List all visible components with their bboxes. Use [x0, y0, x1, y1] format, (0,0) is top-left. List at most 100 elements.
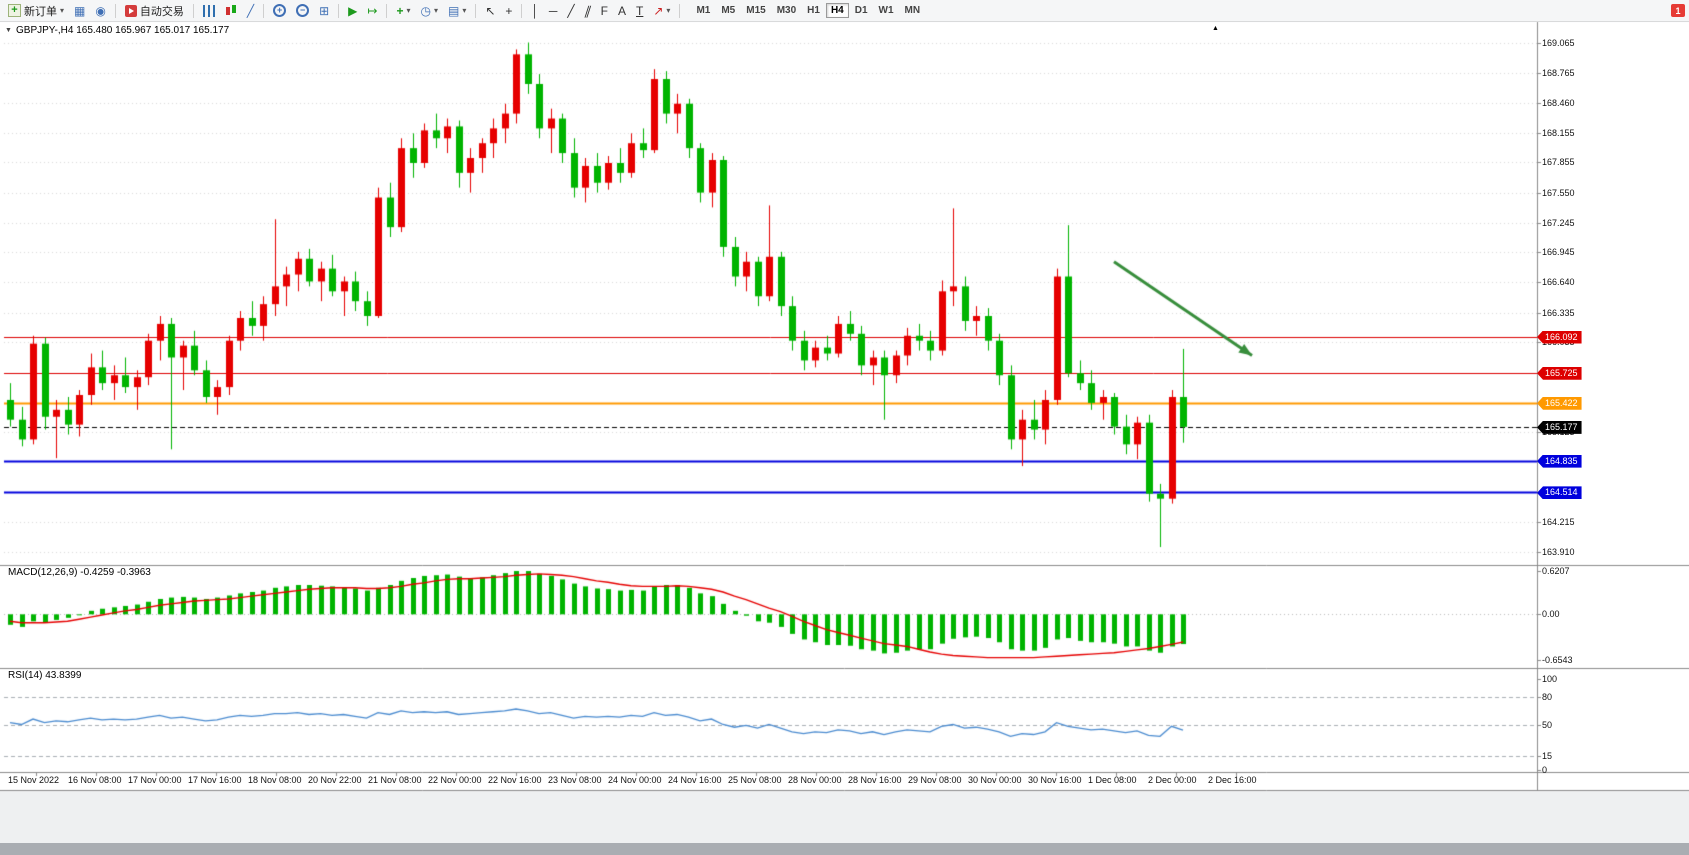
timeframe-button-d1[interactable]: D1: [850, 3, 873, 18]
rsi-axis-label: 50: [1542, 719, 1553, 730]
price-axis-label: 167.245: [1542, 217, 1575, 228]
zoom-out-button[interactable]: −: [292, 2, 313, 20]
line-chart-icon: ╱: [246, 3, 255, 18]
price-axis-label: 168.460: [1542, 97, 1575, 108]
trendline-button[interactable]: ╱: [563, 2, 578, 20]
profiles-icon: ▦: [74, 3, 86, 18]
rsi-indicator-label: RSI(14) 43.8399: [8, 670, 82, 681]
price-axis-label: 166.640: [1542, 277, 1575, 288]
auto-scroll-icon: ▶: [348, 3, 358, 18]
price-level-badge: 164.835: [1537, 454, 1582, 468]
channel-icon: ∥: [582, 3, 593, 18]
chart-shift-marker-icon: ▲: [1212, 25, 1219, 32]
time-axis-label: 24 Nov 16:00: [668, 775, 722, 785]
time-axis-label: 22 Nov 00:00: [428, 775, 482, 785]
new-order-button[interactable]: + 新订单 ▾: [4, 2, 68, 20]
chevron-down-icon: ▾: [406, 5, 411, 15]
price-axis-label: 166.945: [1542, 247, 1575, 258]
clock-icon: ◷: [420, 3, 431, 18]
time-axis-label: 15 Nov 2022: [8, 775, 60, 785]
chart-shift-button[interactable]: ↦: [363, 2, 381, 20]
timeframe-button-w1[interactable]: W1: [874, 3, 899, 18]
cursor-icon: ↖: [485, 3, 496, 18]
time-axis-label: 28 Nov 00:00: [788, 775, 842, 785]
line-chart-button[interactable]: ╱: [243, 2, 258, 20]
time-axis-label: 16 Nov 08:00: [68, 775, 122, 785]
price-axis-label: 163.910: [1542, 547, 1575, 557]
new-order-icon: +: [8, 4, 21, 17]
auto-trading-icon: [124, 4, 137, 17]
price-axis-label: 167.855: [1542, 157, 1575, 168]
text-button[interactable]: A: [614, 2, 630, 20]
indicators-button[interactable]: + ▾: [392, 2, 414, 20]
timeframe-button-m1[interactable]: M1: [691, 3, 715, 18]
time-axis-label: 30 Nov 00:00: [968, 775, 1022, 785]
timeframe-button-h1[interactable]: H1: [802, 3, 825, 18]
timeframe-button-m5[interactable]: M5: [716, 3, 740, 18]
toolbar-separator: [114, 3, 116, 18]
timeframe-button-m30[interactable]: M30: [772, 3, 801, 18]
text-icon: A: [618, 3, 627, 18]
periods-button[interactable]: ◷ ▾: [416, 2, 442, 20]
price-level-badge: 165.725: [1537, 366, 1582, 380]
chart-title: GBPJPY-,H4 165.480 165.967 165.017 165.1…: [16, 25, 230, 36]
timeframe-button-m15[interactable]: M15: [741, 3, 770, 18]
time-axis-label: 2 Dec 16:00: [1208, 775, 1257, 785]
toolbar-separator: [521, 3, 523, 18]
timeframe-button-h4[interactable]: H4: [825, 3, 849, 18]
zoom-in-icon: +: [273, 4, 287, 17]
time-axis-label: 25 Nov 08:00: [728, 775, 782, 785]
price-axis-label: 168.155: [1542, 127, 1575, 138]
current-price-badge: 165.177: [1537, 420, 1582, 434]
crosshair-button[interactable]: +: [501, 2, 516, 20]
horizontal-line-icon: ─: [548, 3, 558, 18]
template-icon: ▤: [447, 3, 460, 18]
macd-axis-label: 0.6207: [1542, 566, 1570, 576]
tile-windows-icon: ⊞: [319, 3, 330, 18]
horizontal-line-button[interactable]: ─: [545, 2, 562, 20]
alerts-button[interactable]: ◉: [91, 2, 109, 20]
trendline-icon: ╱: [567, 3, 575, 18]
bar-chart-icon: [202, 4, 215, 17]
time-axis-label: 28 Nov 16:00: [848, 775, 902, 785]
bar-chart-button[interactable]: [199, 2, 219, 20]
channel-button[interactable]: ∥: [581, 2, 595, 20]
zoom-in-button[interactable]: +: [269, 2, 290, 20]
time-axis-label: 2 Dec 00:00: [1148, 775, 1197, 785]
chevron-down-icon: ▾: [433, 5, 438, 15]
time-axis-label: 17 Nov 00:00: [128, 775, 182, 785]
arrows-icon: ↗: [653, 3, 664, 18]
auto-trading-button[interactable]: 自动交易: [121, 2, 188, 20]
profiles-button[interactable]: ▦: [70, 2, 89, 20]
collapse-arrow-icon[interactable]: ▼: [5, 27, 12, 34]
crosshair-icon: +: [505, 3, 513, 18]
tile-windows-button[interactable]: ⊞: [315, 2, 333, 20]
price-level-badge: 165.422: [1537, 396, 1582, 410]
label-button[interactable]: T: [632, 2, 647, 20]
macd-axis-label: 0.00: [1542, 609, 1560, 620]
toolbar-separator: [679, 3, 681, 18]
price-level-badge: 164.514: [1537, 486, 1582, 500]
toolbar-separator: [192, 3, 194, 18]
new-order-label: 新订单: [24, 5, 57, 18]
timeframe-button-mn[interactable]: MN: [900, 3, 926, 18]
notification-badge[interactable]: 1: [1671, 4, 1685, 17]
rsi-axis-label: 15: [1542, 751, 1553, 762]
auto-scroll-button[interactable]: ▶: [344, 2, 361, 20]
price-axis-label: 169.065: [1542, 38, 1575, 48]
candlestick-chart-button[interactable]: [221, 2, 241, 20]
timeframe-group: M1 M5 M15 M30 H1 H4 D1 W1 MN: [691, 3, 925, 18]
cursor-button[interactable]: ↖: [481, 2, 499, 20]
rsi-axis-label: 80: [1542, 692, 1553, 703]
arrows-button[interactable]: ↗ ▾: [649, 2, 674, 20]
toolbar-separator: [386, 3, 388, 18]
time-axis-label: 18 Nov 08:00: [248, 775, 302, 785]
rsi-axis-label: 0: [1542, 765, 1548, 775]
vertical-line-button[interactable]: │: [527, 2, 543, 20]
templates-button[interactable]: ▤ ▾: [444, 2, 470, 20]
rsi-axis-label: 100: [1542, 674, 1558, 684]
fibonacci-button[interactable]: F: [597, 2, 612, 20]
toolbar: + 新订单 ▾ ▦ ◉ 自动交易 ╱ + − ⊞ ▶ ↦ + ▾ ◷: [0, 0, 1689, 22]
fibonacci-icon: F: [600, 3, 608, 18]
